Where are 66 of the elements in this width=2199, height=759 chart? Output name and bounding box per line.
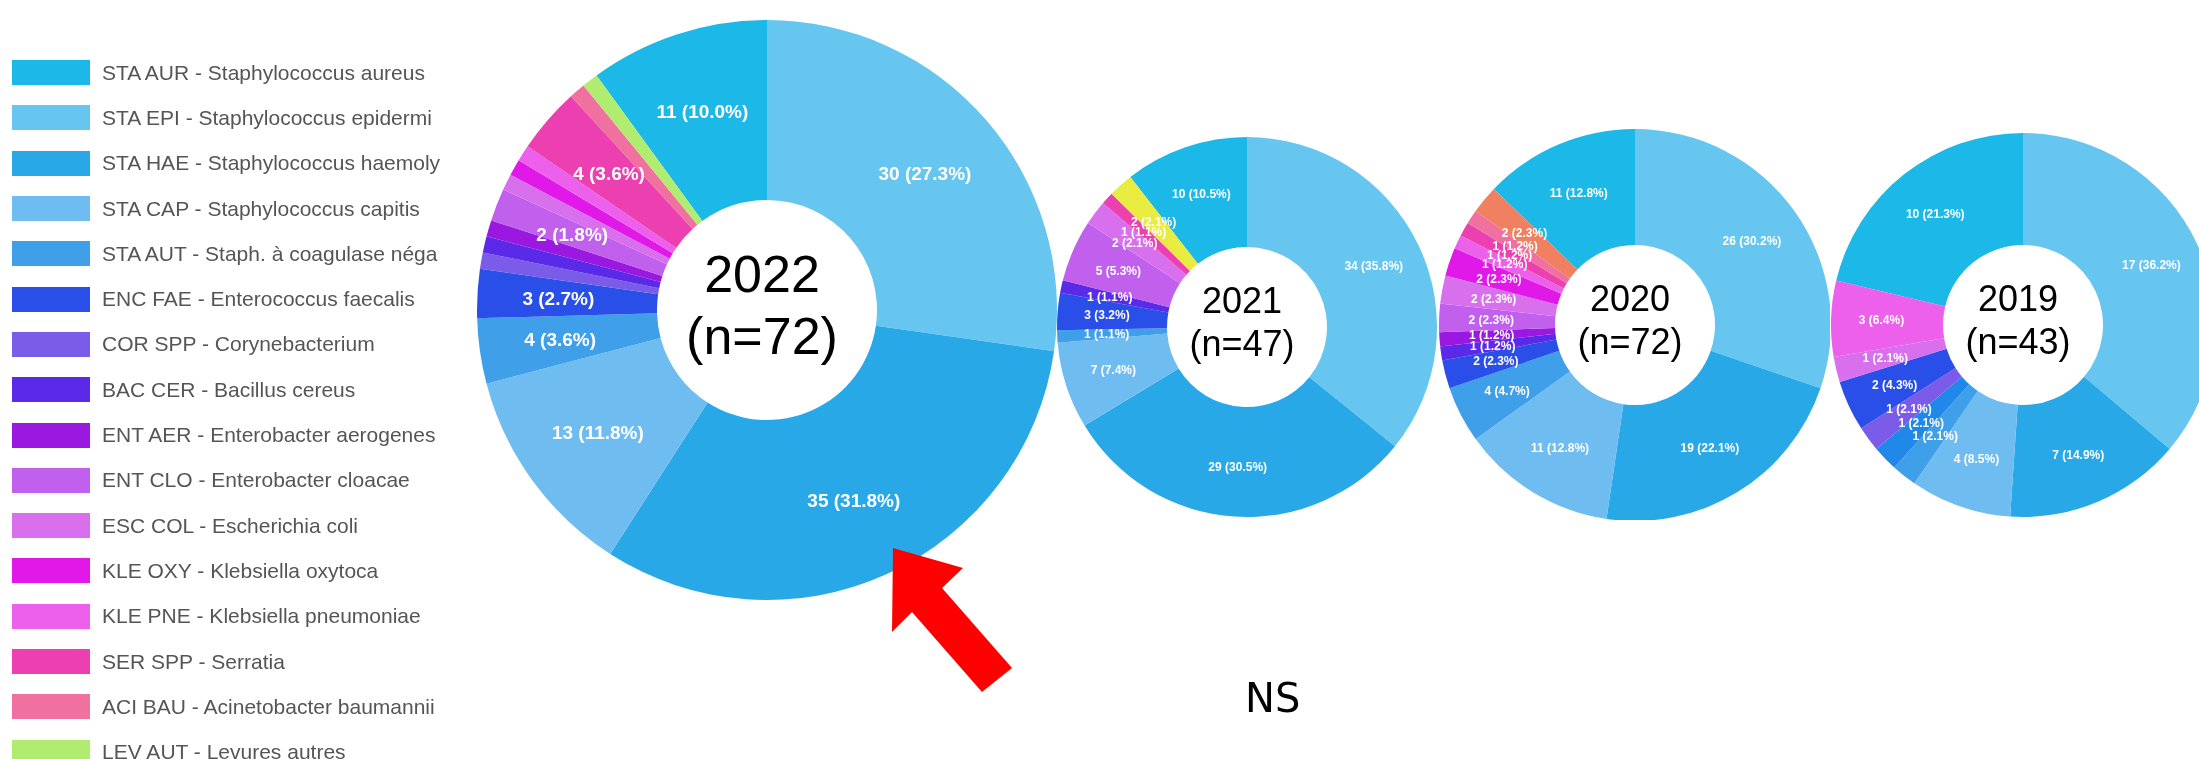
legend-label: LEV AUT - Levures autres: [102, 740, 346, 759]
donut-slice: [486, 220, 663, 283]
legend-label: ENT CLO - Enterobacter cloacae: [102, 468, 410, 493]
data-label: 3 (3.2%): [1084, 308, 1130, 323]
text: 2021: [1201, 279, 1283, 321]
legend-label: BAC CER - Bacillus cereus: [102, 377, 356, 402]
legend-label: ACI BAU - Acinetobacter baumannii: [102, 694, 435, 719]
data-label: 11 (12.8%): [1549, 185, 1608, 200]
text: (n=43): [1965, 320, 2071, 362]
text: 2020: [1589, 277, 1671, 319]
data-label: 7 (14.9%): [2052, 448, 2105, 463]
legend-label: ENT AER - Enterobacter aerogenes: [102, 423, 436, 448]
data-label: 4 (3.6%): [573, 162, 645, 184]
data-label: 2 (1.8%): [536, 223, 609, 245]
legend-label: COR SPP - Corynebacterium: [102, 332, 375, 357]
data-label: 2 (2.3%): [1473, 354, 1519, 369]
data-label: 19 (22.1%): [1680, 440, 1740, 455]
data-label: 4 (3.6%): [524, 329, 597, 351]
donut-slice: [510, 160, 673, 259]
data-label: 30 (27.3%): [878, 162, 972, 184]
data-label: 4 (4.7%): [1484, 383, 1530, 398]
data-label: 4 (8.5%): [1953, 451, 2000, 466]
legend-label: ESC COL - Escherichia coli: [102, 513, 358, 538]
text: 2022: [703, 243, 821, 305]
legend-label: STA HAE - Staphylococcus haemoly: [102, 151, 441, 176]
donut-slice: [1475, 371, 1624, 519]
data-label: 17 (36.2%): [2122, 258, 2181, 273]
donut-slice: [1493, 129, 1635, 270]
legend-label: STA AUT - Staph. à coagulase néga: [102, 241, 438, 266]
data-label: 11 (12.8%): [1531, 440, 1590, 455]
legend-label: STA AUR - Staphylococcus aureus: [102, 60, 425, 85]
data-label: 34 (35.8%): [1344, 259, 1404, 274]
text: (n=47): [1189, 322, 1295, 364]
data-label: 1 (2.1%): [1912, 429, 1958, 444]
text: (n=72): [1577, 320, 1683, 362]
legend-label: SER SPP - Serratia: [102, 649, 285, 674]
data-label: 29 (30.5%): [1208, 460, 1268, 475]
data-label: 3 (2.7%): [522, 287, 595, 309]
data-label: 1 (1.1%): [1083, 326, 1130, 341]
data-label: 2 (2.3%): [1470, 291, 1517, 306]
data-label: 1 (2.1%): [1898, 416, 1944, 431]
data-label: 10 (10.5%): [1172, 187, 1231, 202]
data-label: 13 (11.8%): [551, 422, 644, 444]
data-label: 2 (2.3%): [1476, 271, 1522, 286]
legend-label: KLE OXY - Klebsiella oxytoca: [102, 558, 379, 583]
text: (n=72): [685, 306, 839, 367]
legend-label: STA EPI - Staphylococcus epidermi: [102, 105, 432, 130]
data-label: 35 (31.8%): [807, 489, 901, 511]
data-label: 11 (10.0%): [656, 100, 749, 122]
data-label: 7 (7.4%): [1090, 363, 1137, 378]
text: 2019: [1977, 277, 2059, 319]
data-label: 2 (2.3%): [1468, 312, 1514, 327]
data-label: 10 (21.3%): [1905, 206, 1965, 221]
legend-label: KLE PNE - Klebsiella pneumoniae: [102, 604, 421, 629]
legend-label: ENC FAE - Enterococcus faecalis: [102, 287, 415, 312]
donut-slice: [477, 313, 661, 384]
data-label: 1 (2.1%): [1862, 350, 1908, 365]
data-label: 3 (6.4%): [1858, 313, 1905, 328]
text: NS: [1245, 675, 1301, 721]
donut-slice: [518, 146, 677, 254]
data-label: 2 (4.3%): [1871, 377, 1918, 392]
legend-label: STA CAP - Staphylococcus capitis: [102, 196, 420, 221]
data-label: 26 (30.2%): [1722, 234, 1782, 249]
data-label: 1 (1.1%): [1087, 290, 1133, 305]
data-label: 5 (5.3%): [1095, 263, 1142, 278]
donut-slice: [477, 268, 659, 319]
